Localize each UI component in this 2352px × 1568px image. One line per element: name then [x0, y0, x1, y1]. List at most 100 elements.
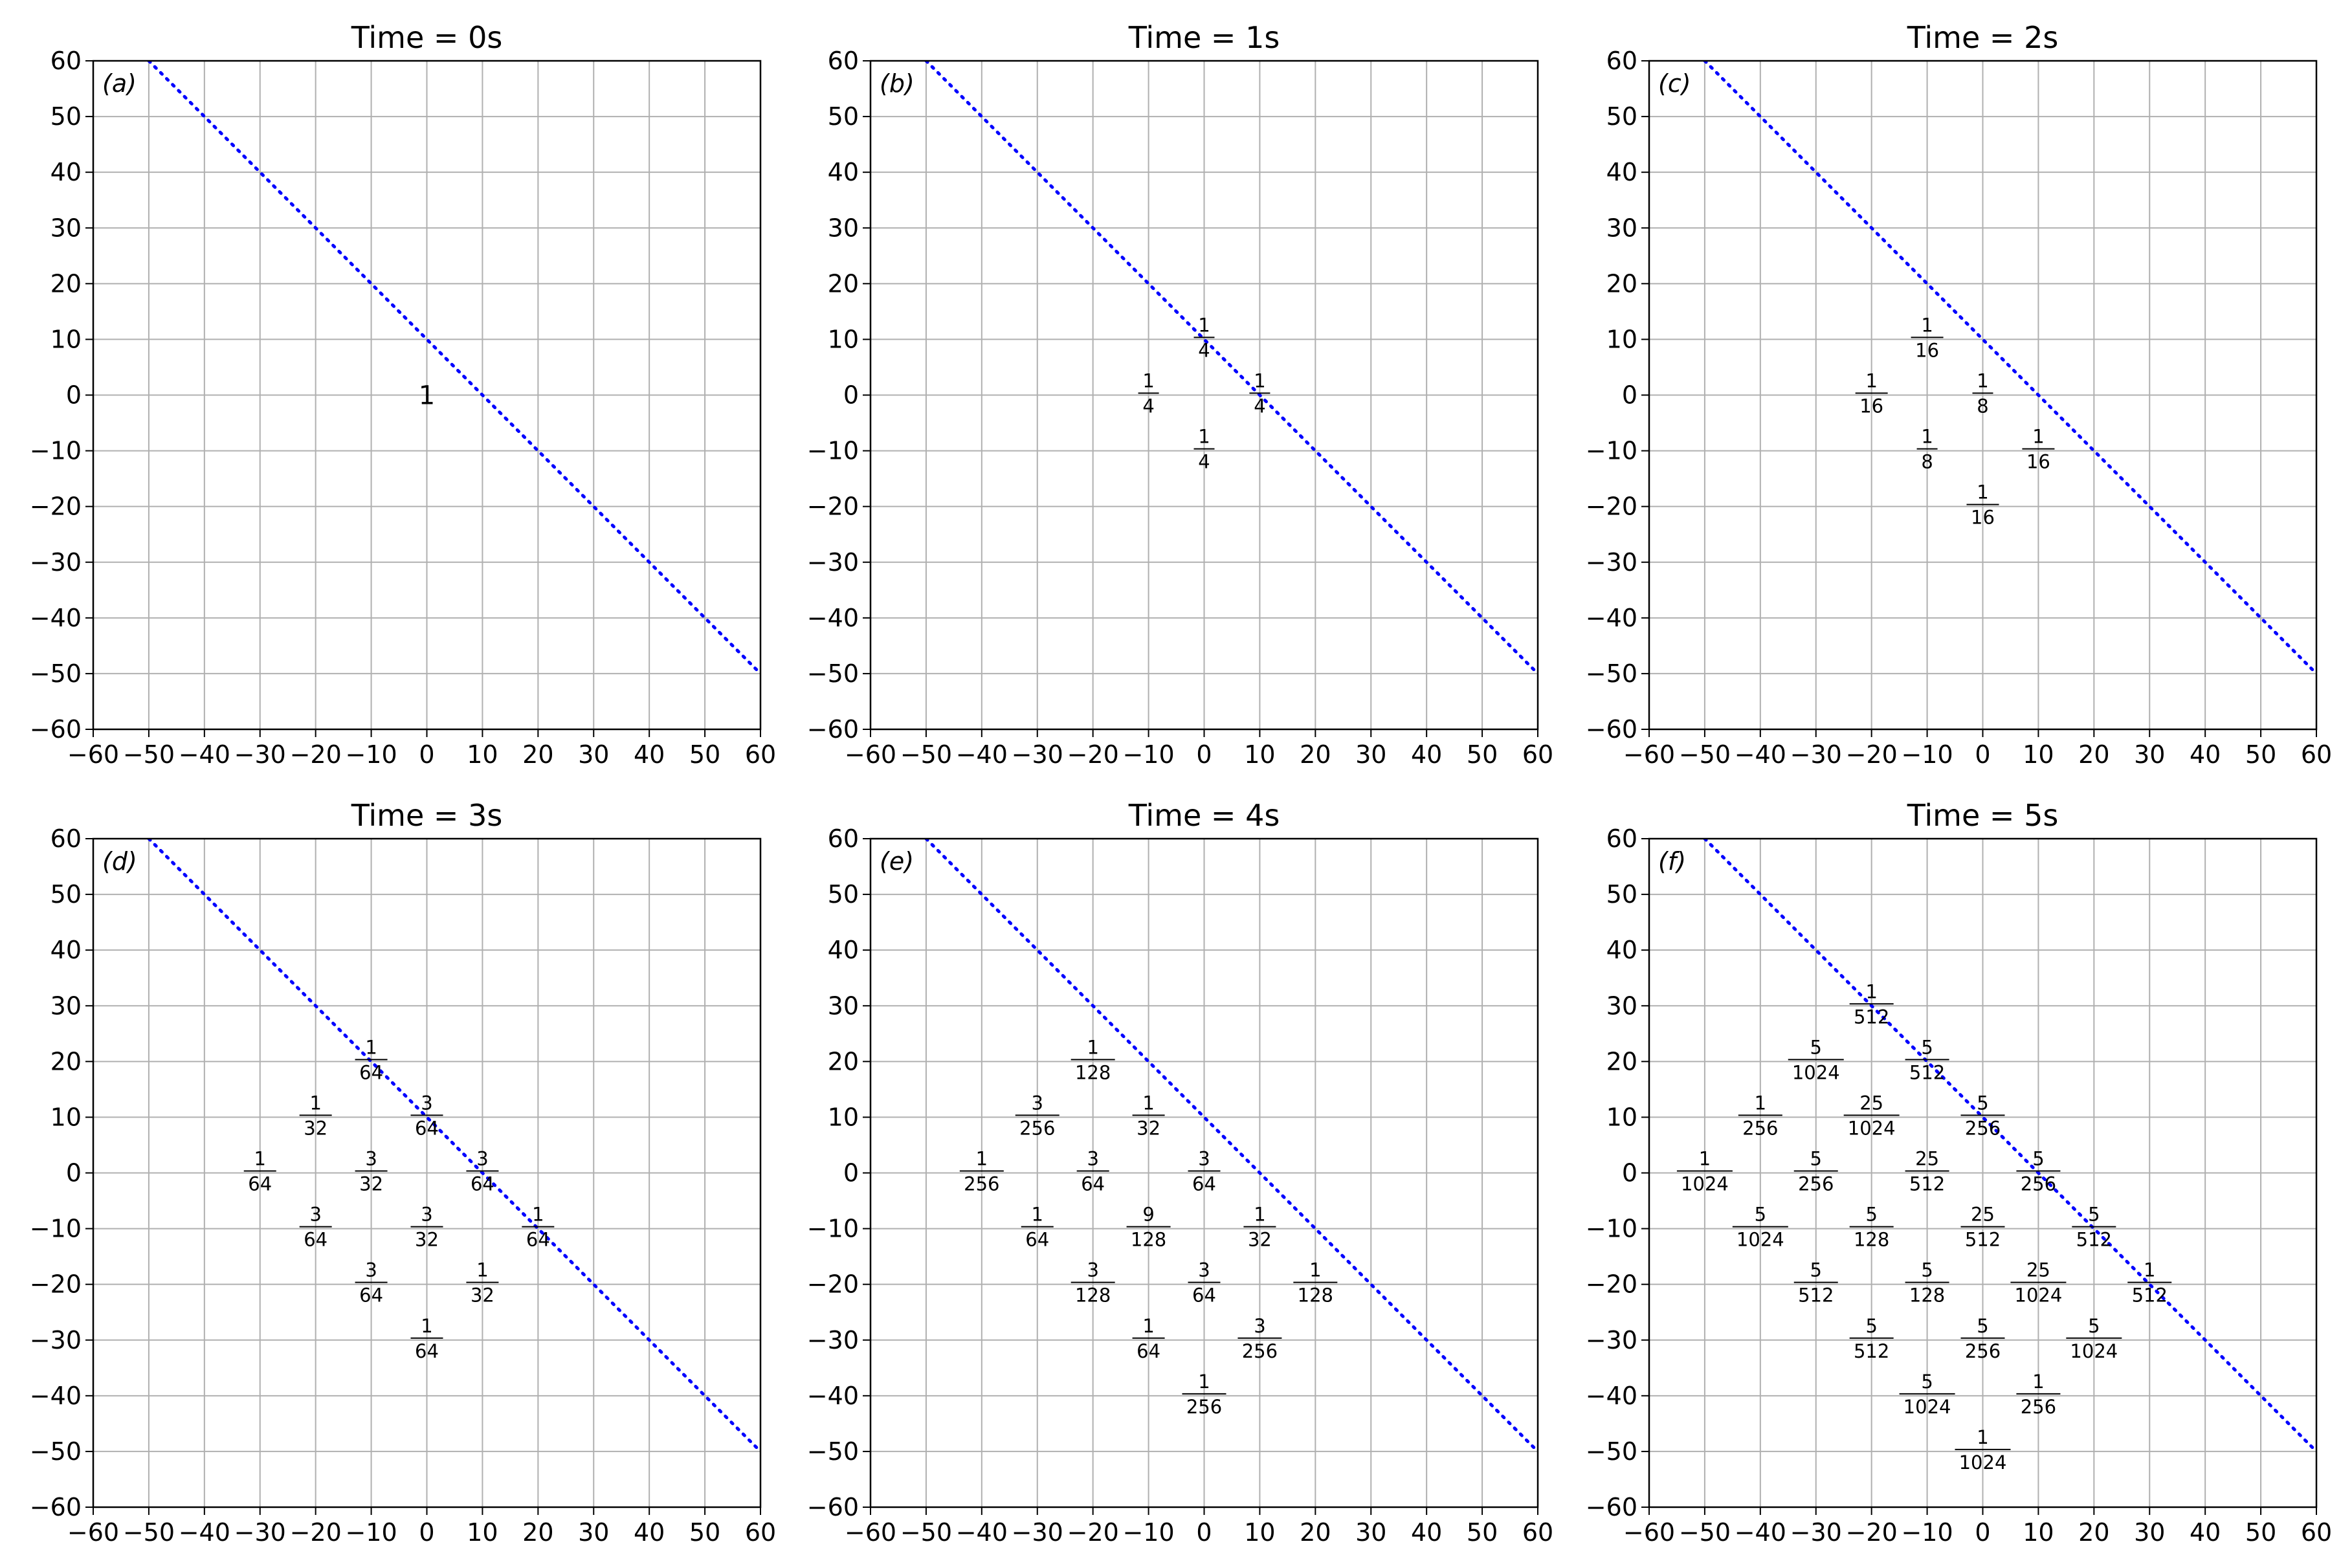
data-point-denominator: 1024	[1792, 1061, 1840, 1083]
y-tick-label: 40	[1606, 158, 1637, 186]
data-point-denominator: 64	[304, 1229, 327, 1251]
data-point-numerator: 1	[365, 1036, 377, 1058]
data-point-numerator: 3	[1198, 1259, 1210, 1281]
data-point-numerator: 5	[2088, 1315, 2100, 1337]
data-point-numerator: 5	[1921, 1371, 1933, 1393]
data-point-numerator: 1	[476, 1259, 488, 1281]
data-point-numerator: 1	[2032, 426, 2044, 448]
x-tick-label: −30	[1012, 740, 1063, 769]
data-point-label: 132	[299, 1092, 332, 1139]
data-point-denominator: 512	[1965, 1229, 2001, 1251]
data-point-numerator: 3	[476, 1148, 488, 1170]
y-tick-label: −10	[807, 437, 859, 465]
y-tick-label: 20	[50, 1047, 82, 1076]
y-tick-label: 40	[1606, 936, 1637, 964]
x-tick-label: −60	[1623, 1518, 1675, 1547]
y-tick-label: −10	[807, 1215, 859, 1243]
data-point-label: 364	[410, 1092, 443, 1139]
panel-title: Time = 5s	[1907, 798, 2059, 833]
y-tick-label: 40	[828, 158, 859, 186]
data-point-denominator: 32	[1137, 1117, 1160, 1139]
data-point-denominator: 32	[415, 1229, 439, 1251]
x-tick-label: 60	[745, 740, 776, 769]
y-tick-label: 30	[828, 991, 859, 1020]
x-tick-label: −30	[234, 740, 286, 769]
data-point-numerator: 1	[1977, 481, 1988, 503]
data-point-label: 5 1024	[1899, 1371, 1955, 1418]
y-tick-label: −60	[807, 715, 859, 744]
data-point-denominator: 8	[1977, 395, 1988, 417]
data-point-numerator: 1	[1921, 426, 1933, 448]
y-tick-label: 0	[66, 1159, 82, 1187]
data-point-label: 116	[2022, 426, 2055, 473]
x-tick-label: −60	[845, 1518, 896, 1547]
data-point-label: 18	[1972, 370, 1993, 417]
x-tick-label: −50	[900, 1518, 952, 1547]
x-tick-label: −60	[67, 1518, 119, 1547]
y-tick-label: −20	[807, 1270, 859, 1299]
data-point-denominator: 64	[248, 1173, 272, 1195]
data-point-denominator: 128	[1075, 1285, 1111, 1307]
x-tick-label: 40	[634, 1518, 665, 1547]
x-tick-label: 30	[578, 1518, 609, 1547]
data-point-label: 18	[1916, 426, 1938, 473]
x-tick-label: 0	[419, 740, 434, 769]
x-tick-label: 50	[689, 740, 720, 769]
panel: 164132364164332364364332164364132164−60−…	[30, 798, 776, 1547]
y-tick-label: −10	[30, 437, 82, 465]
data-point-numerator: 5	[1865, 1315, 1877, 1337]
data-point-numerator: 5	[1810, 1259, 1822, 1281]
y-tick-label: −40	[1586, 604, 1637, 632]
x-tick-label: 30	[1355, 740, 1386, 769]
x-tick-label: −40	[1735, 740, 1786, 769]
y-tick-label: 0	[843, 381, 859, 410]
y-tick-label: −60	[1586, 1493, 1637, 1521]
data-point-numerator: 5	[1810, 1036, 1822, 1058]
x-tick-label: −30	[1790, 740, 1842, 769]
data-point-denominator: 512	[1798, 1285, 1834, 1307]
data-point-numerator: 3	[1032, 1092, 1043, 1114]
data-point-label: 164	[1021, 1204, 1054, 1251]
x-tick-label: −40	[956, 1518, 1008, 1547]
x-tick-label: −10	[1122, 1518, 1174, 1547]
y-tick-label: 10	[1606, 325, 1637, 353]
data-point-denominator: 256	[2021, 1396, 2056, 1418]
data-point-numerator: 5	[1921, 1259, 1933, 1281]
panel-title: Time = 1s	[1128, 20, 1280, 55]
x-tick-label: 0	[1975, 740, 1990, 769]
x-tick-label: −10	[345, 740, 397, 769]
x-tick-label: 20	[522, 1518, 553, 1547]
data-point-label: 132	[1132, 1092, 1165, 1139]
y-tick-label: 0	[843, 1159, 859, 1187]
y-tick-label: −30	[30, 1326, 82, 1354]
panel-title: Time = 0s	[351, 20, 503, 55]
data-point-denominator: 128	[1298, 1285, 1333, 1307]
x-tick-label: 0	[419, 1518, 434, 1547]
data-point-denominator: 64	[1081, 1173, 1105, 1195]
y-tick-label: 30	[1606, 214, 1637, 242]
x-tick-label: 30	[2134, 1518, 2165, 1547]
data-point-numerator: 1	[1142, 1092, 1154, 1114]
y-tick-label: 40	[50, 158, 82, 186]
y-tick-label: −60	[30, 715, 82, 744]
y-tick-label: 0	[66, 381, 82, 410]
x-tick-label: 10	[1244, 740, 1275, 769]
data-point-label: 1 1024	[1955, 1426, 2011, 1474]
boundary-line	[1703, 61, 2316, 676]
y-tick-label: 20	[1606, 269, 1637, 298]
x-tick-label: −60	[67, 740, 119, 769]
panel: 1−60 −50 −40 −30 −20 −10 0 10 20 30 40 50 60−60−50−4…	[30, 20, 776, 769]
data-point-numerator: 1	[1198, 314, 1210, 336]
data-point-numerator: 1	[1087, 1036, 1098, 1058]
data-point-numerator: 1	[1032, 1204, 1043, 1226]
data-point-label: 332	[355, 1148, 388, 1195]
y-tick-label: 10	[50, 1103, 82, 1131]
